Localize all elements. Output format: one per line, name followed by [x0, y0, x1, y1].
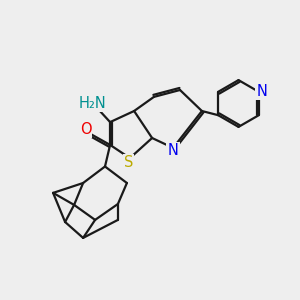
Text: N: N [256, 84, 267, 99]
Text: H₂N: H₂N [79, 96, 107, 111]
Text: O: O [80, 122, 91, 136]
Text: S: S [124, 155, 133, 170]
Text: N: N [168, 143, 178, 158]
